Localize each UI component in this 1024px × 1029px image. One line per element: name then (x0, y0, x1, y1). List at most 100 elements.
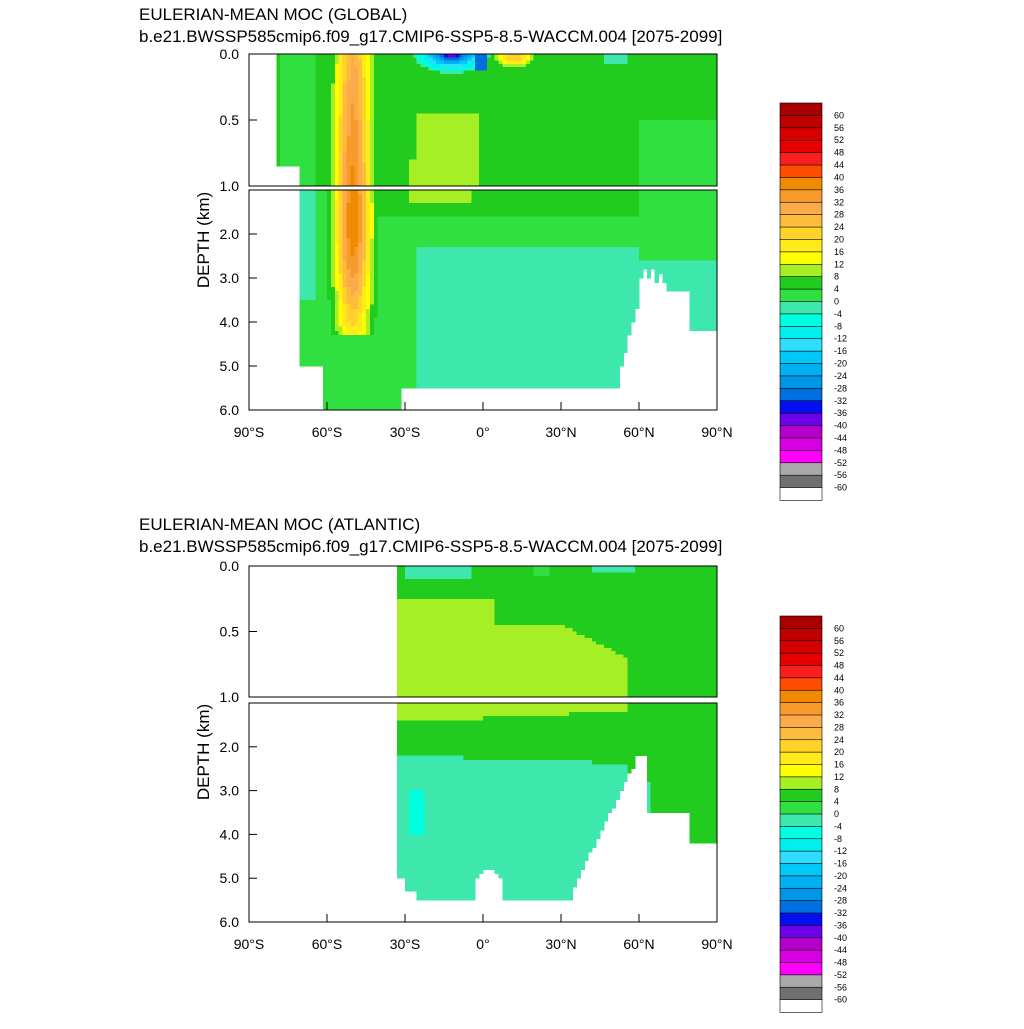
contour-cell (330, 70, 336, 75)
contour-cell (650, 54, 655, 58)
contour-cell (580, 110, 585, 114)
contour-cell (635, 129, 640, 134)
contour-cell (518, 110, 523, 114)
contour-cell (408, 63, 414, 68)
contour-cell (327, 110, 332, 114)
contour-cell (658, 73, 663, 78)
contour-cell (334, 169, 340, 174)
contour-cell (596, 96, 601, 101)
contour-cell (408, 106, 414, 111)
contour-cell (381, 146, 386, 151)
contour-cell (611, 123, 616, 127)
contour-cell (479, 90, 484, 94)
contour-cell (455, 159, 460, 164)
contour-cell (319, 313, 324, 318)
contour-cell (307, 106, 312, 111)
contour-cell (424, 87, 429, 91)
contour-cell (350, 106, 355, 111)
contour-cell (405, 87, 410, 91)
contour-cell (416, 80, 421, 85)
contour-cell (506, 123, 511, 127)
contour-cell (424, 176, 429, 180)
contour-cell (642, 93, 648, 98)
contour-cell (291, 54, 297, 58)
contour-cell (479, 106, 484, 111)
contour-cell (369, 67, 375, 71)
contour-cell (490, 166, 496, 170)
contour-cell (432, 70, 437, 75)
contour-cell (338, 234, 343, 239)
contour-cell (307, 216, 312, 222)
contour-cell (467, 106, 472, 111)
contour-cell (408, 139, 414, 144)
contour-cell (549, 90, 554, 94)
contour-cell (631, 166, 636, 170)
contour-cell (444, 136, 449, 141)
contour-cell (674, 113, 679, 118)
contour-cell (330, 339, 336, 345)
contour-cell (490, 169, 496, 174)
contour-cell (366, 93, 371, 98)
contour-cell (334, 194, 340, 200)
contour-cell (483, 96, 488, 101)
contour-cell (334, 73, 340, 78)
contour-cell (697, 96, 702, 101)
contour-cell (693, 103, 698, 108)
contour-cell (440, 93, 445, 98)
contour-cell (592, 60, 597, 65)
contour-cell (518, 96, 523, 101)
contour-cell (561, 172, 566, 177)
contour-cell (299, 179, 304, 184)
contour-cell (299, 103, 304, 108)
contour-cell (514, 93, 519, 98)
contour-cell (522, 96, 527, 101)
contour-cell (412, 77, 418, 81)
contour-cell (393, 156, 398, 160)
contour-cell (381, 153, 386, 157)
contour-cell (447, 93, 453, 98)
contour-cell (627, 159, 632, 164)
contour-cell (600, 63, 605, 68)
contour-cell (518, 70, 523, 75)
contour-cell (518, 162, 523, 167)
contour-cell (580, 96, 585, 101)
contour-cell (678, 113, 683, 118)
contour-cell (373, 83, 379, 88)
contour-cell (525, 179, 531, 184)
contour-cell (619, 176, 624, 180)
contour-cell (311, 106, 316, 111)
contour-cell (533, 100, 538, 104)
contour-cell (642, 143, 648, 147)
contour-cell (545, 149, 550, 154)
contour-cell (346, 54, 351, 58)
contour-cell (420, 60, 425, 65)
contour-cell (603, 166, 609, 170)
chart-title: EULERIAN-MEAN MOC (GLOBAL) (139, 5, 407, 24)
contour-cell (666, 116, 671, 121)
contour-cell (455, 172, 460, 177)
contour-cell (362, 176, 367, 180)
contour-cell (354, 179, 359, 184)
contour-cell (307, 326, 312, 332)
contour-cell (623, 113, 628, 118)
contour-cell (307, 149, 312, 154)
contour-cell (607, 169, 613, 174)
contour-cell (295, 83, 301, 88)
contour-cell (545, 172, 550, 177)
contour-cell (354, 146, 359, 151)
contour-cell (600, 113, 605, 118)
contour-cell (490, 126, 496, 131)
contour-cell (444, 83, 449, 88)
contour-cell (299, 335, 304, 340)
contour-cell (327, 194, 332, 200)
contour-cell (564, 113, 570, 118)
contour-cell (459, 169, 464, 174)
contour-cell (405, 96, 410, 101)
contour-cell (483, 67, 488, 71)
contour-cell (350, 176, 355, 180)
contour-cell (444, 57, 449, 61)
contour-cell (678, 129, 683, 134)
contour-cell (713, 120, 718, 124)
contour-cell (701, 63, 706, 68)
contour-cell (327, 83, 332, 88)
